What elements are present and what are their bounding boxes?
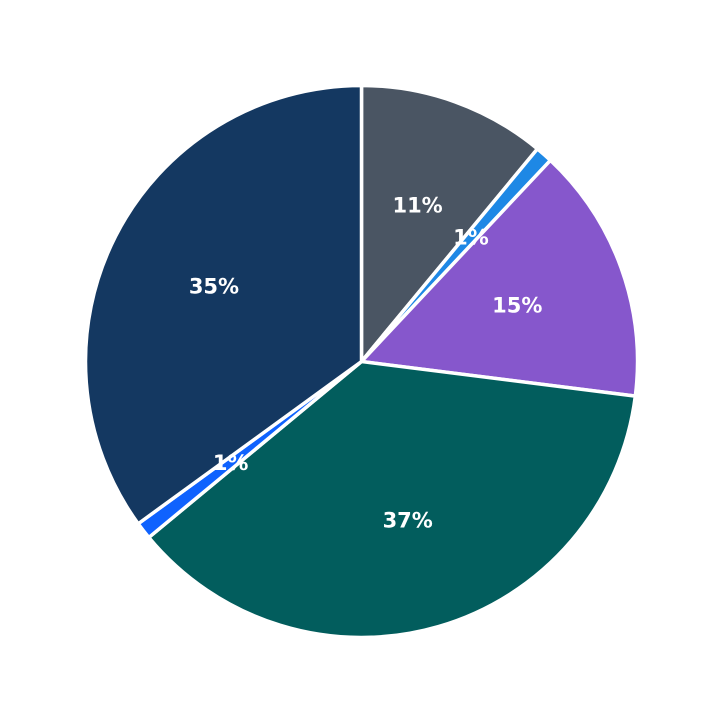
pie-slices [83,83,640,640]
pie-slice-2 [357,157,640,399]
pie-slice-label-3: 37% [383,509,433,533]
pie-slice-5 [83,83,364,527]
pie-slice-0 [359,83,540,367]
pie-slice-label-1: 1% [453,225,489,249]
pie-slice-label-5: 35% [189,274,239,298]
pie-labels: 11% 1% 15% 37% 1% 35% [189,194,543,533]
pie-slice-label-0: 11% [392,194,442,218]
pie-slice-label-4: 1% [213,451,249,475]
pie-slice-label-2: 15% [492,293,542,317]
pie-slice-3 [146,359,638,640]
